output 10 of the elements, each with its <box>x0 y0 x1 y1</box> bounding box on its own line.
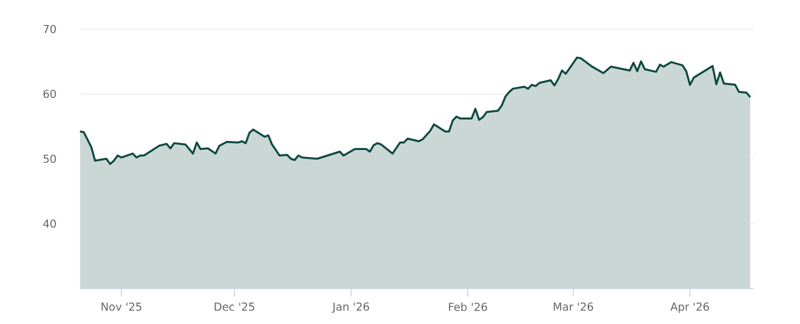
x-tick-label: Feb '26 <box>449 302 488 311</box>
x-tick-label: Jan '26 <box>332 302 370 313</box>
y-tick-label: 50 <box>44 154 56 163</box>
x-tick-label: Dec '25 <box>214 302 254 311</box>
y-tick-label: 40 <box>43 219 56 228</box>
y-tick-label: 70 <box>44 24 56 34</box>
x-tick-label: Mar '26 <box>554 302 594 311</box>
y-tick-label: 60 <box>43 90 56 98</box>
x-tick-label: Apr '26 <box>670 302 709 313</box>
x-tick-label: Nov '25 <box>102 302 142 311</box>
